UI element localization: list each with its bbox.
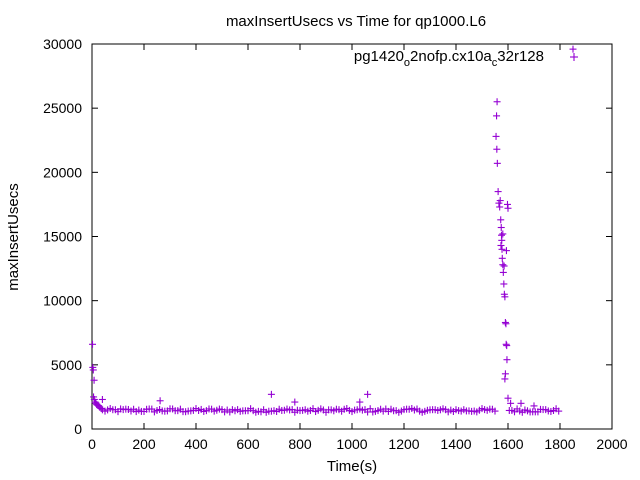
data-point	[493, 98, 501, 106]
x-tick-label: 1000	[336, 436, 367, 452]
legend-marker	[570, 53, 578, 61]
data-point	[493, 112, 501, 120]
x-tick-label: 2000	[596, 436, 627, 452]
x-tick-label: 600	[236, 436, 260, 452]
x-tick-label: 1400	[440, 436, 471, 452]
data-point	[494, 188, 502, 196]
y-tick-label: 5000	[51, 357, 82, 373]
legend-label-subscript-1: o	[404, 57, 410, 69]
data-point	[96, 403, 104, 411]
data-point	[97, 404, 105, 412]
data-point	[499, 261, 507, 269]
legend-label-part-3: 32r128	[497, 48, 544, 65]
data-point	[89, 366, 97, 374]
legend-label-subscript-2: c	[492, 57, 498, 69]
data-point	[497, 224, 505, 232]
data-point	[267, 390, 275, 398]
data-point	[502, 247, 510, 255]
y-tick-label: 25000	[43, 100, 82, 116]
data-point	[492, 132, 500, 140]
data-point	[493, 159, 501, 167]
y-tick-label: 30000	[43, 36, 82, 52]
data-point	[98, 395, 106, 403]
x-tick-label: 800	[288, 436, 312, 452]
data-point	[493, 145, 501, 153]
legend-label-part-2: 2nofp.cx10a	[410, 48, 492, 65]
x-tick-label: 1800	[544, 436, 575, 452]
series-points	[89, 45, 577, 416]
y-tick-label: 20000	[43, 164, 82, 180]
data-point	[501, 375, 509, 383]
data-point	[499, 230, 507, 238]
data-point	[496, 197, 504, 205]
data-point	[356, 398, 364, 406]
x-tick-label: 200	[132, 436, 156, 452]
legend-label: pg1420o2nofp.cx10ac32r128	[354, 48, 544, 69]
x-tick-label: 400	[184, 436, 208, 452]
data-point	[555, 407, 563, 415]
chart-title: maxInsertUsecs vs Time for qp1000.L6	[226, 13, 486, 30]
data-point	[502, 320, 510, 328]
x-tick-label: 1200	[388, 436, 419, 452]
data-point	[503, 342, 511, 350]
y-axis-label: maxInsertUsecs	[5, 183, 22, 291]
data-point	[530, 402, 538, 410]
data-point	[291, 398, 299, 406]
data-point	[156, 397, 164, 405]
data-point	[500, 262, 508, 270]
y-tick-label: 15000	[43, 229, 82, 245]
data-point	[90, 376, 98, 384]
data-point	[504, 394, 512, 402]
data-point	[364, 390, 372, 398]
y-axis: 0 5000 10000 15000 20000 25000 30000	[43, 36, 612, 437]
x-tick-label: 0	[88, 436, 96, 452]
data-point	[569, 45, 577, 53]
x-axis: 0 200 400 600 800 1000 1200 1400 1600 1800 2000	[88, 44, 628, 452]
data-point	[498, 236, 506, 244]
data-point	[504, 204, 512, 212]
data-point	[491, 407, 499, 415]
x-tick-label: 1600	[492, 436, 523, 452]
data-point	[501, 293, 509, 301]
data-point	[499, 268, 507, 276]
data-point	[507, 399, 515, 407]
data-point	[497, 241, 505, 249]
x-axis-label: Time(s)	[327, 458, 377, 475]
data-point	[500, 280, 508, 288]
plot-frame	[91, 43, 613, 430]
data-point	[503, 356, 511, 364]
data-point	[498, 254, 506, 262]
y-tick-label: 10000	[43, 293, 82, 309]
y-tick-label: 0	[74, 421, 82, 437]
data-point	[517, 399, 525, 407]
data-point	[89, 340, 97, 348]
data-point	[497, 216, 505, 224]
data-point	[496, 203, 504, 211]
legend-label-part-1: pg1420	[354, 48, 404, 65]
data-point	[498, 245, 506, 253]
